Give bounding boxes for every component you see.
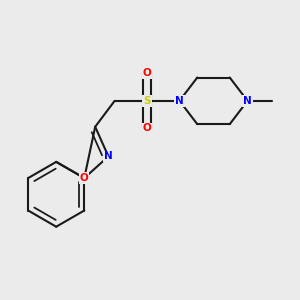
Text: N: N [175, 96, 184, 106]
Text: O: O [143, 68, 152, 78]
Text: O: O [80, 173, 89, 183]
Text: S: S [143, 96, 151, 106]
Text: N: N [104, 152, 113, 161]
Text: O: O [143, 123, 152, 134]
Text: N: N [243, 96, 252, 106]
